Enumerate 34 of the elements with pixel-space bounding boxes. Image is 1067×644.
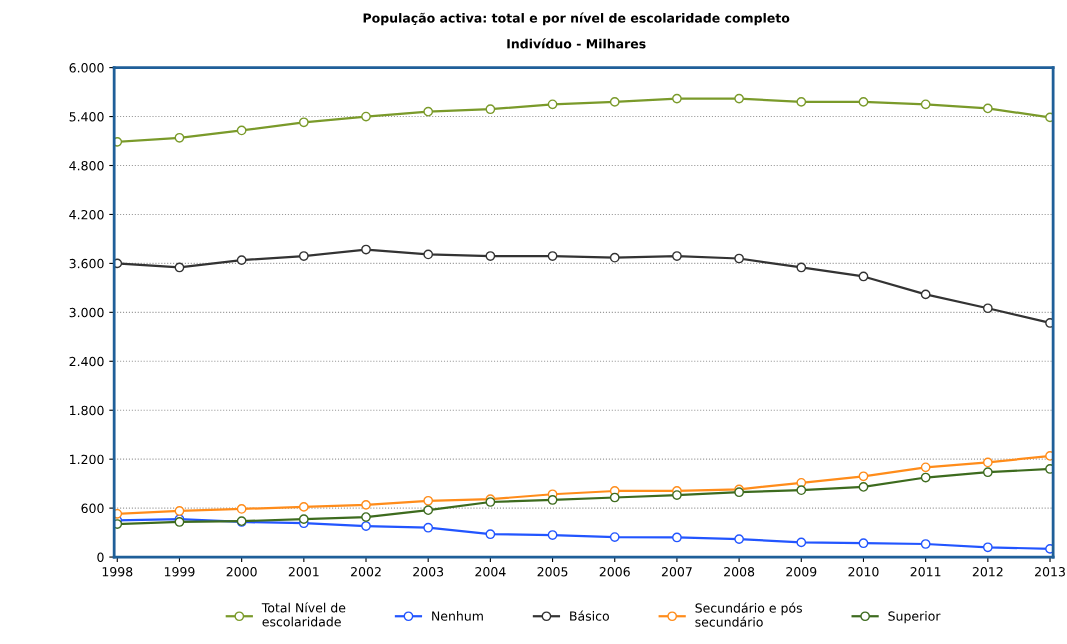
x-tick-label: 2012 <box>972 567 1003 577</box>
y-tick-label: 6.000 <box>69 63 104 73</box>
y-tick-label: 3.000 <box>69 307 104 318</box>
y-tick-label: 1.800 <box>70 405 104 416</box>
y-tick-label: 1.200 <box>70 454 104 465</box>
y-tick-label: 5.400 <box>69 112 104 122</box>
x-tick-label: 1999 <box>164 567 195 577</box>
y-tick-label: 3.600 <box>69 258 104 269</box>
x-tick-label: 2008 <box>724 567 755 577</box>
x-tick-label: 2009 <box>786 567 817 577</box>
legend-label: Secundário e pós secundário <box>695 602 802 627</box>
x-tick-label: 2013 <box>1035 567 1065 577</box>
chart-subtitle: Indivíduo - Milhares <box>507 38 646 49</box>
x-tick-label: 2007 <box>661 567 692 577</box>
y-tick-label: 600 <box>81 503 104 514</box>
legend-label: Superior <box>888 611 941 624</box>
legend-label: Básico <box>570 610 609 621</box>
y-tick-label: 2.400 <box>69 356 104 367</box>
y-tick-label: 0 <box>97 552 104 562</box>
x-tick-label: 2011 <box>910 567 941 577</box>
x-tick-label: 2000 <box>226 567 257 577</box>
x-tick-label: 2001 <box>288 567 319 577</box>
x-tick-label: 2004 <box>475 567 506 577</box>
legend-label: Total Nível de escolaridade <box>261 602 346 627</box>
legend-label: Nenhum <box>432 611 483 621</box>
x-tick-label: 2006 <box>599 567 630 577</box>
x-tick-label: 2003 <box>413 567 444 577</box>
y-tick-label: 4.800 <box>69 160 104 171</box>
x-tick-label: 2010 <box>848 567 879 577</box>
x-tick-label: 2002 <box>351 567 381 577</box>
x-tick-label: 1998 <box>102 567 133 577</box>
x-tick-label: 2005 <box>537 567 568 577</box>
y-tick-label: 4.200 <box>69 209 104 220</box>
chart-title: População activa: total e por nível de escolaridade completo <box>363 12 790 26</box>
